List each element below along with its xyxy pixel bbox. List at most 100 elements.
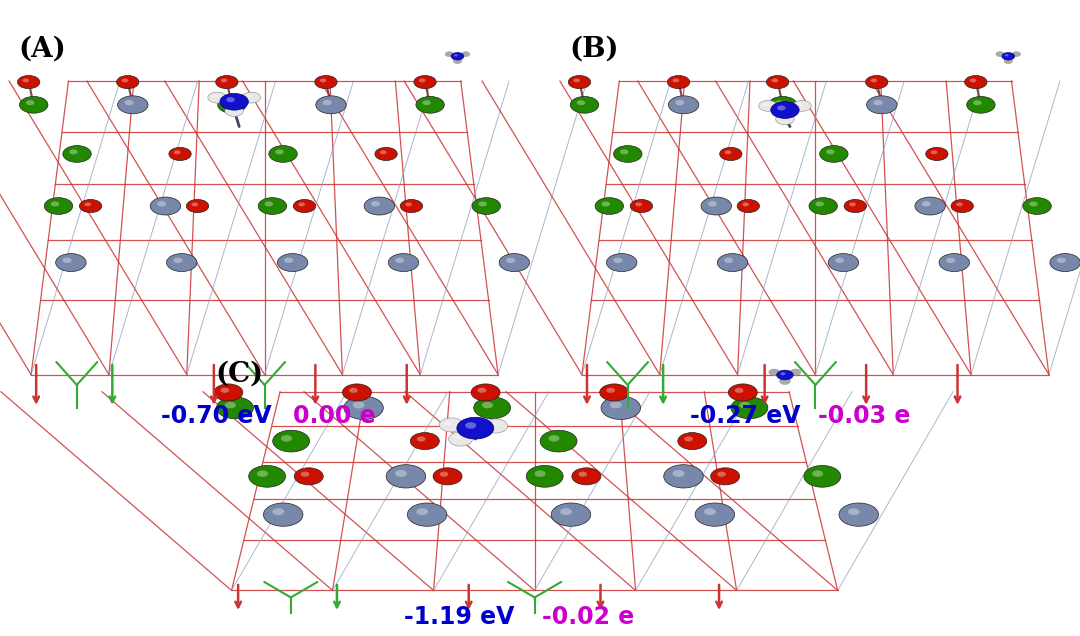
Circle shape: [166, 254, 197, 272]
Circle shape: [535, 471, 545, 477]
Circle shape: [579, 472, 588, 477]
Circle shape: [395, 470, 407, 477]
Circle shape: [314, 76, 337, 88]
Circle shape: [505, 258, 515, 263]
Circle shape: [1029, 202, 1038, 207]
Circle shape: [793, 100, 811, 111]
Circle shape: [401, 200, 422, 212]
Circle shape: [440, 472, 448, 477]
Circle shape: [848, 508, 860, 515]
Circle shape: [44, 198, 72, 214]
Circle shape: [921, 201, 931, 207]
Circle shape: [269, 146, 297, 162]
Circle shape: [738, 200, 759, 212]
Circle shape: [865, 76, 888, 88]
Circle shape: [577, 100, 585, 105]
Circle shape: [613, 146, 642, 162]
Circle shape: [685, 436, 693, 441]
Text: -0.02 e: -0.02 e: [542, 605, 635, 629]
Circle shape: [717, 254, 747, 272]
Circle shape: [820, 146, 848, 162]
Circle shape: [673, 78, 679, 83]
Circle shape: [150, 197, 180, 215]
Circle shape: [540, 430, 577, 452]
Circle shape: [742, 202, 748, 206]
Circle shape: [740, 402, 751, 408]
Circle shape: [595, 198, 623, 214]
Circle shape: [422, 100, 431, 105]
Circle shape: [265, 202, 273, 207]
Circle shape: [220, 78, 228, 83]
Circle shape: [375, 148, 397, 160]
Circle shape: [675, 100, 685, 106]
Circle shape: [664, 465, 703, 488]
Circle shape: [815, 202, 824, 207]
Circle shape: [809, 198, 837, 214]
Circle shape: [212, 95, 217, 98]
Circle shape: [835, 258, 845, 263]
Circle shape: [225, 106, 243, 116]
Circle shape: [1050, 254, 1080, 272]
Circle shape: [433, 468, 462, 485]
Circle shape: [229, 108, 234, 111]
Circle shape: [701, 197, 731, 215]
Circle shape: [826, 149, 835, 155]
Circle shape: [227, 97, 234, 102]
Circle shape: [696, 503, 734, 526]
Circle shape: [454, 435, 461, 439]
Circle shape: [607, 254, 637, 272]
Circle shape: [996, 52, 1004, 57]
Circle shape: [84, 202, 91, 206]
Text: (A): (A): [18, 36, 66, 62]
Circle shape: [951, 200, 973, 212]
Circle shape: [478, 202, 487, 207]
Circle shape: [122, 78, 129, 83]
Text: (B): (B): [569, 36, 619, 62]
Circle shape: [216, 76, 238, 88]
Text: 0.00 e: 0.00 e: [294, 404, 376, 428]
Circle shape: [667, 76, 690, 88]
Circle shape: [248, 466, 285, 487]
Circle shape: [214, 384, 243, 401]
Circle shape: [551, 503, 591, 526]
Circle shape: [571, 468, 600, 485]
Circle shape: [725, 258, 733, 263]
Circle shape: [758, 100, 778, 111]
Circle shape: [602, 202, 610, 207]
Circle shape: [416, 508, 428, 515]
Circle shape: [915, 197, 945, 215]
Circle shape: [220, 388, 229, 393]
Circle shape: [264, 503, 303, 526]
Circle shape: [414, 76, 436, 88]
Circle shape: [168, 148, 191, 160]
Circle shape: [224, 100, 232, 105]
Circle shape: [451, 53, 464, 60]
Circle shape: [257, 471, 268, 477]
Circle shape: [474, 397, 511, 418]
Circle shape: [707, 201, 717, 207]
Circle shape: [613, 258, 622, 263]
Circle shape: [1056, 258, 1066, 263]
Circle shape: [294, 200, 315, 212]
Circle shape: [457, 417, 494, 439]
Circle shape: [482, 402, 494, 408]
Circle shape: [218, 97, 246, 113]
Circle shape: [769, 97, 797, 113]
Text: -0.27 eV: -0.27 eV: [690, 404, 800, 428]
Circle shape: [780, 116, 785, 120]
Circle shape: [17, 76, 40, 88]
Circle shape: [570, 97, 598, 113]
Circle shape: [1012, 52, 1021, 57]
Circle shape: [63, 146, 91, 162]
Circle shape: [387, 465, 426, 488]
Circle shape: [461, 52, 470, 57]
Circle shape: [767, 76, 788, 88]
Circle shape: [926, 148, 948, 160]
Circle shape: [771, 102, 799, 118]
Circle shape: [454, 59, 461, 64]
Circle shape: [573, 78, 580, 83]
Circle shape: [380, 150, 387, 155]
Circle shape: [118, 96, 148, 114]
Circle shape: [599, 384, 629, 401]
Circle shape: [298, 202, 305, 206]
